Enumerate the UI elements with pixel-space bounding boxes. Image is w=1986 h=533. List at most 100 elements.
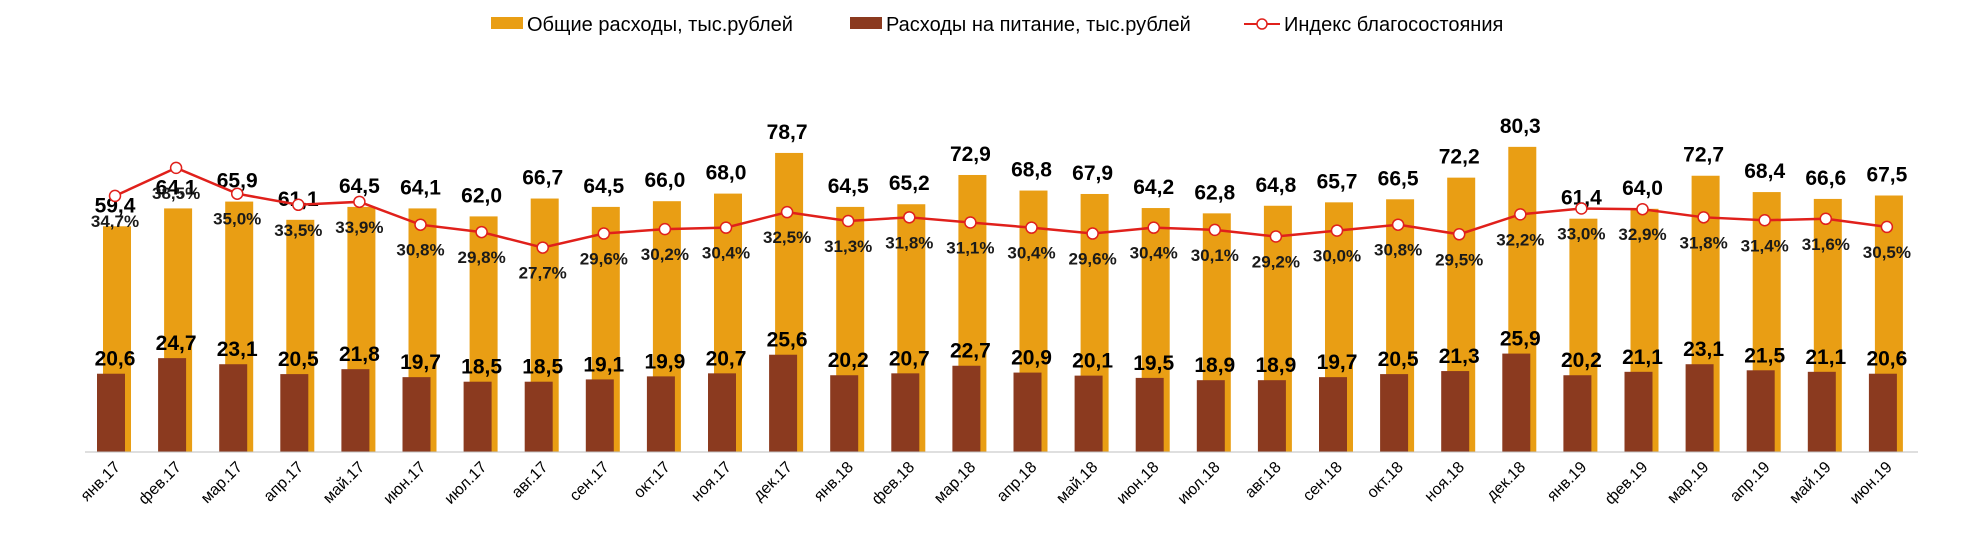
label-total: 66,6 (1805, 167, 1846, 190)
bar-food (646, 376, 675, 452)
label-total: 66,7 (522, 167, 563, 190)
index-point (536, 241, 549, 254)
label-index: 32,2% (1496, 230, 1544, 249)
index-point (1269, 230, 1283, 243)
label-index: 31,8% (885, 233, 933, 252)
label-index: 30,8% (396, 241, 444, 260)
x-tick-label: мар.18 (931, 459, 979, 507)
label-food: 20,6 (95, 348, 136, 371)
x-tick-label: окт.18 (1364, 459, 1407, 502)
x-tick-label: сен.18 (1300, 459, 1346, 505)
x-tick-label: авг.17 (509, 459, 552, 502)
label-index: 27,7% (519, 264, 567, 283)
index-point (1147, 221, 1160, 234)
label-total: 62,0 (461, 184, 502, 207)
x-tick-label: июл.17 (442, 459, 491, 508)
index-point (292, 198, 305, 212)
index-point (1330, 224, 1344, 237)
bar-food (1196, 380, 1225, 452)
label-food: 21,1 (1622, 346, 1663, 369)
legend-marker-index (1256, 18, 1268, 30)
label-index: 38,5% (152, 184, 200, 203)
x-tick-label: дек.18 (1484, 459, 1530, 505)
legend-swatch-food (850, 17, 882, 29)
label-food: 19,5 (1133, 352, 1174, 375)
x-tick-label: май.18 (1053, 459, 1101, 507)
bar-food (341, 369, 370, 452)
bar-food (1807, 371, 1836, 452)
index-point (658, 222, 672, 236)
label-index: 30,5% (1863, 243, 1911, 262)
label-index: 29,8% (457, 248, 505, 267)
bar-food (952, 365, 981, 452)
label-food: 20,2 (828, 349, 869, 372)
label-food: 20,1 (1072, 350, 1113, 373)
label-total: 64,2 (1133, 176, 1174, 199)
x-tick-label: мар.17 (198, 459, 246, 507)
x-tick-label: апр.18 (994, 459, 1041, 506)
label-index: 33,0% (1557, 224, 1605, 243)
bar-food (1624, 371, 1653, 452)
label-index: 30,1% (1191, 246, 1239, 265)
legend-swatch-total (491, 17, 523, 29)
label-food: 20,5 (1378, 348, 1419, 371)
index-point (1208, 223, 1222, 237)
bar-food (585, 379, 614, 452)
x-tick-label: фев.18 (869, 459, 918, 508)
index-point (597, 227, 611, 240)
x-tick-label: апр.17 (261, 459, 308, 506)
label-total: 65,7 (1317, 170, 1358, 193)
x-tick-label: мар.19 (1664, 459, 1712, 507)
label-total: 64,5 (828, 175, 869, 198)
label-food: 21,1 (1805, 346, 1846, 369)
label-index: 31,8% (1679, 233, 1727, 252)
index-point (1514, 208, 1527, 221)
x-tick-label: авг.18 (1242, 459, 1285, 502)
plot-area: 59,420,664,124,765,923,161,120,564,521,8… (78, 115, 1918, 508)
label-total: 72,2 (1439, 146, 1480, 169)
label-total: 68,4 (1744, 160, 1785, 183)
index-point (1025, 221, 1038, 234)
label-food: 20,7 (706, 347, 747, 370)
bar-food (1563, 375, 1592, 452)
x-tick-label: июл.18 (1175, 459, 1224, 508)
index-point (1758, 214, 1771, 227)
index-point (475, 225, 488, 239)
bar-food (1257, 380, 1286, 452)
bar-food (1685, 364, 1714, 452)
x-tick-label: ноя.17 (688, 459, 734, 505)
index-point (719, 221, 733, 234)
index-point (353, 195, 366, 209)
x-tick-label: апр.19 (1727, 459, 1774, 506)
x-tick-label: сен.17 (567, 459, 613, 505)
label-index: 30,0% (1313, 247, 1361, 266)
index-point (1819, 212, 1833, 226)
bar-food (891, 373, 920, 452)
label-food: 20,2 (1561, 349, 1602, 372)
label-index: 29,2% (1252, 253, 1300, 272)
bar-food (463, 381, 492, 452)
label-food: 19,7 (400, 351, 441, 374)
label-food: 19,7 (1317, 351, 1358, 374)
label-index: 30,4% (702, 244, 750, 263)
label-total: 67,9 (1072, 162, 1113, 185)
label-food: 18,5 (461, 356, 502, 379)
bar-food (524, 381, 553, 452)
bar-food (1380, 374, 1409, 452)
label-total: 65,9 (217, 170, 258, 193)
x-tick-label: июн.18 (1114, 459, 1163, 508)
index-point (903, 211, 916, 224)
label-food: 20,6 (1866, 348, 1907, 371)
label-total: 64,5 (339, 175, 380, 198)
legend: Общие расходы, тыс.рублей Расходы на пит… (491, 14, 1503, 36)
label-total: 64,5 (583, 175, 624, 198)
label-food: 25,6 (767, 329, 808, 352)
label-index: 31,6% (1802, 235, 1850, 254)
label-total: 59,4 (95, 194, 136, 217)
label-total: 61,4 (1561, 187, 1602, 210)
label-index: 33,9% (335, 218, 383, 237)
x-tick-label: июн.19 (1847, 459, 1896, 508)
label-food: 18,5 (522, 356, 563, 379)
label-food: 24,7 (156, 332, 197, 355)
label-index: 32,5% (763, 228, 811, 247)
